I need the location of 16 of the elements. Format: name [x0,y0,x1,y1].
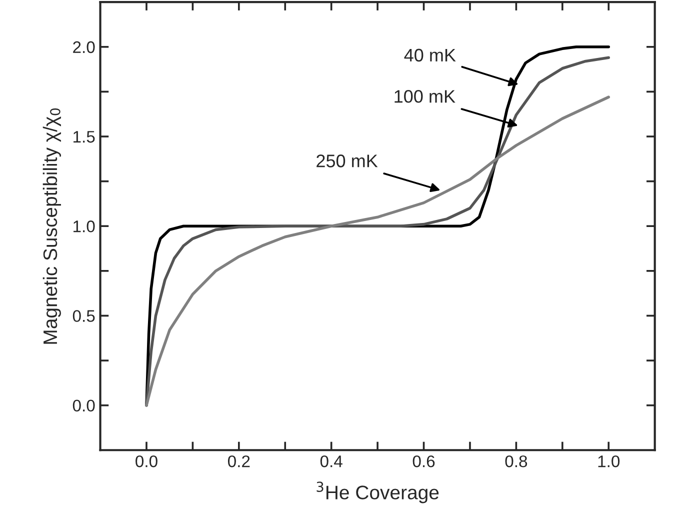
x-tick-label: 0.6 [412,455,435,468]
x-tick-label: 0.2 [228,455,250,468]
x-tick-label: 1.0 [598,455,620,468]
y-tick-label: 0.0 [72,400,95,412]
x-tick-label: 0.8 [505,455,528,468]
y-tick-label: 0.5 [72,310,95,322]
x-axis-title: $^{3}$He Coverage [316,482,439,504]
x-tick-label: 0.4 [320,455,342,468]
x-tick-label: 0.0 [136,455,158,468]
y-axis-title: Magnetic Susceptibility χ/χ$_{0}$ [42,108,61,344]
annotation: 250 mK [316,154,378,168]
annotation: 40 mK [404,48,456,62]
y-tick-label: 1.0 [74,220,95,232]
y-tick-label: 2.0 [73,41,95,54]
annotation: 100 mK [394,90,456,103]
y-tick-label: 1.5 [74,131,95,143]
